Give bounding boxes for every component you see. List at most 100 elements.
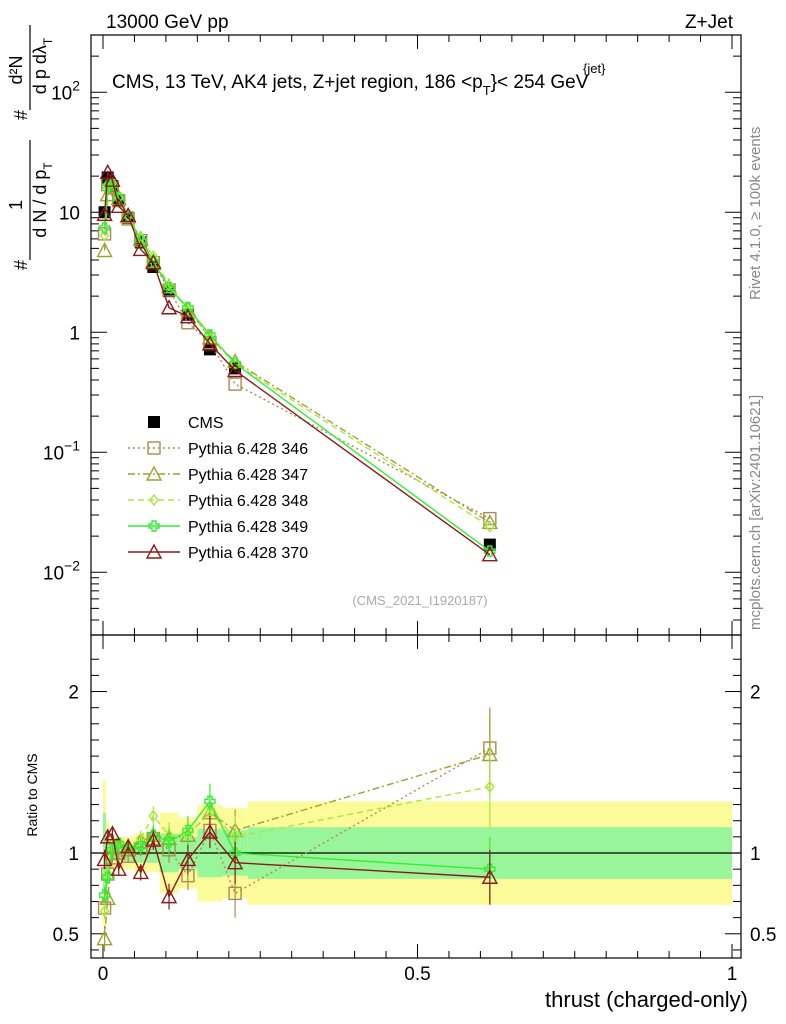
point-ratio-5-3 [110, 860, 127, 876]
title-main: CMS, 13 TeV, AK4 jets, Z+jet region, 186… [112, 72, 483, 93]
rivet-label: Rivet 4.1.0, ≥ 100k events [747, 127, 764, 300]
y-tick-label-main-0: 10−2 [43, 557, 80, 584]
point-main-4-11 [484, 545, 496, 557]
point-main-3-8 [183, 303, 193, 316]
point-main-5-2 [104, 171, 121, 187]
point-ratio-3-6 [148, 809, 159, 823]
point-ratio-4-7 [163, 836, 175, 848]
legend-label-5: Pythia 6.428 370 [188, 545, 308, 562]
legend-label-4: Pythia 6.428 349 [188, 519, 308, 536]
point-ratio-5-8 [179, 851, 197, 867]
header-right: Z+Jet [685, 12, 734, 33]
point-main-2-11 [481, 513, 499, 530]
point-main-5-9 [201, 335, 219, 351]
point-ratio-5-5 [132, 863, 149, 880]
ratio-panel: 0 0.5 1 0.5 0.5 1 1 2 2 [53, 634, 776, 985]
point-main-1-5 [134, 233, 148, 248]
analysis-id: (CMS_2021_I1920187) [352, 593, 487, 608]
point-main-0-11 [483, 538, 496, 551]
series-line-ratio-5 [103, 830, 490, 899]
ylabel-frac1-den: d N / d p [30, 170, 50, 238]
x-tick-label-1: 0.5 [404, 964, 430, 985]
ylabel-hash1: # [11, 260, 31, 270]
point-ratio-5-2 [104, 825, 121, 841]
point-main-5-4 [119, 207, 137, 223]
point-ratio-4-0 [98, 889, 111, 901]
point-main-3-11 [484, 520, 495, 533]
point-ratio-5-0 [96, 851, 113, 867]
point-main-3-9 [205, 331, 215, 344]
svg-text:CMS, 13 TeV, AK4 jets, Z+jet r: CMS, 13 TeV, AK4 jets, Z+jet region, 186… [112, 72, 589, 98]
legend-marker-4 [148, 520, 160, 532]
x-axis-label: thrust (charged-only) [545, 987, 748, 1012]
point-main-5-6 [145, 254, 162, 270]
legend-label-3: Pythia 6.428 348 [188, 493, 308, 510]
legend-marker-5 [145, 543, 163, 559]
legend-marker-2 [145, 465, 163, 481]
y-tick-label-ratio-l-2: 2 [68, 683, 79, 704]
y-tick-label-ratio-r-1: 1 [750, 844, 761, 865]
ylabel-frac1-den-sub: T [41, 162, 55, 170]
point-ratio-2-0 [96, 930, 113, 946]
legend-label-0: CMS [188, 415, 224, 432]
legend-label-1: Pythia 6.428 346 [188, 441, 308, 458]
y-tick-label-main-2: 1 [69, 323, 80, 344]
x-tick-label-2: 1 [727, 964, 738, 985]
point-ratio-4-9 [204, 795, 216, 808]
ylabel-frac2-num: d²N [6, 55, 26, 84]
point-ratio-3-11 [484, 780, 495, 793]
point-ratio-2-4 [119, 841, 137, 857]
point-main-5-11 [481, 546, 499, 562]
title-sup: {jet} [583, 61, 606, 76]
series-line-main-3 [103, 182, 491, 528]
y-tick-label-ratio-l-1: 1 [68, 844, 79, 865]
point-ratio-5-7 [160, 888, 178, 904]
ylabel-frac1-num: 1 [6, 200, 26, 210]
y-tick-label-ratio-r-2: 2 [750, 683, 761, 704]
point-main-5-0 [96, 205, 113, 222]
legend-label-2: Pythia 6.428 347 [188, 467, 308, 484]
point-main-4-1 [102, 180, 114, 192]
point-main-1-10 [228, 377, 242, 391]
point-main-2-1 [99, 186, 116, 202]
chart-title: CMS, 13 TeV, AK4 jets, Z+jet region, 186… [112, 61, 606, 98]
point-ratio-5-4 [119, 838, 137, 854]
y-axis-label-ratio: Ratio to CMS [24, 753, 40, 836]
point-ratio-1-10 [228, 886, 242, 901]
x-tick-label-0: 0 [98, 964, 109, 985]
point-main-5-10 [226, 362, 244, 378]
y-axis-label: # 1 d N / d pT # d²N d p dλT [6, 25, 55, 270]
point-ratio-5-10 [226, 854, 244, 870]
legend-marker-3 [149, 493, 159, 507]
y-tick-label-main-1: 10−1 [43, 437, 80, 464]
point-main-3-0 [99, 229, 110, 242]
point-ratio-4-5 [135, 840, 147, 853]
legend-marker-1 [147, 441, 161, 455]
legend-marker-0 [148, 416, 160, 428]
ylabel-frac2-den: d p dλ [30, 45, 50, 94]
series-line-main-4 [103, 184, 491, 552]
y-tick-label-main-3: 10 [59, 203, 80, 224]
svg-text:d N / d pT: d N / d pT [30, 162, 55, 238]
point-main-5-7 [160, 299, 178, 315]
ylabel-hash2: # [11, 110, 31, 120]
point-ratio-5-9 [201, 823, 219, 839]
point-main-2-0 [96, 242, 113, 258]
title-tail: }< 254 GeV [491, 72, 589, 93]
y-tick-label-ratio-r-0: 0.5 [750, 925, 776, 946]
point-ratio-4-8 [182, 824, 194, 837]
point-ratio-5-6 [145, 831, 162, 847]
point-ratio-5-1 [99, 828, 116, 844]
y-tick-label-main-4: 102 [51, 77, 80, 104]
y-tick-label-ratio-l-0: 0.5 [53, 925, 79, 946]
point-ratio-4-1 [102, 871, 114, 883]
point-main-5-5 [132, 240, 149, 257]
svg-text:d p dλT: d p dλT [30, 37, 55, 94]
point-main-5-3 [110, 197, 127, 214]
point-ratio-3-0 [99, 905, 110, 918]
main-panel: 10−2 10−1 1 10 102 CMS Pythia 6.428 346 Pythia … [43, 34, 742, 636]
point-ratio-4-6 [147, 829, 160, 841]
ylabel-frac2-den-sub: T [41, 37, 55, 45]
point-main-4-7 [163, 282, 175, 294]
